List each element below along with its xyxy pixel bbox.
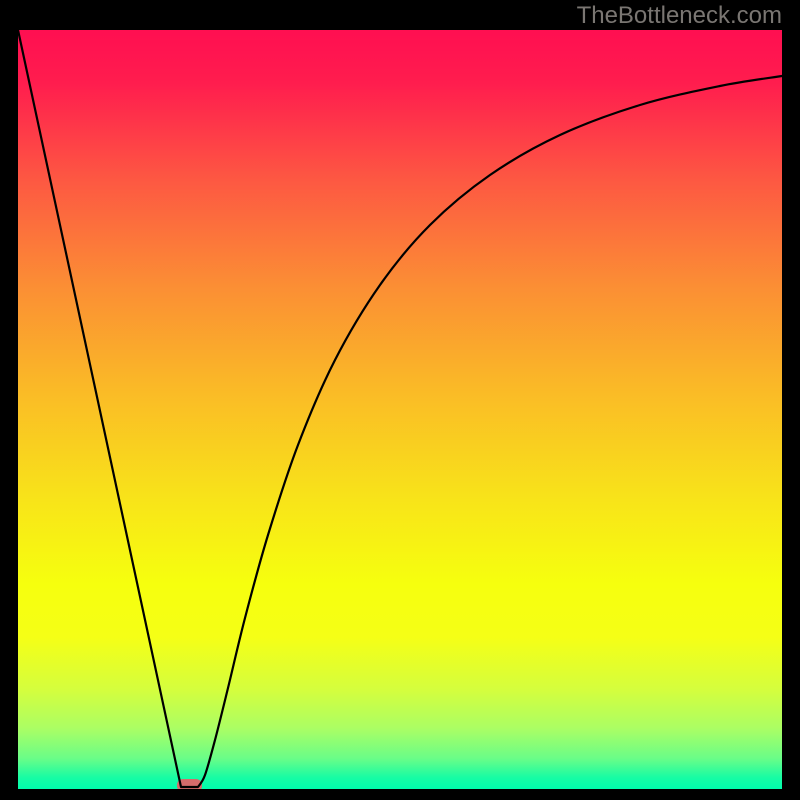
border-right [782, 0, 800, 800]
border-left [0, 0, 18, 800]
chart-container: { "watermark": { "text": "TheBottleneck.… [0, 0, 800, 800]
watermark-text: TheBottleneck.com [577, 2, 782, 30]
border-bottom [0, 789, 800, 800]
gradient-background [18, 30, 782, 789]
chart-svg [0, 0, 800, 800]
